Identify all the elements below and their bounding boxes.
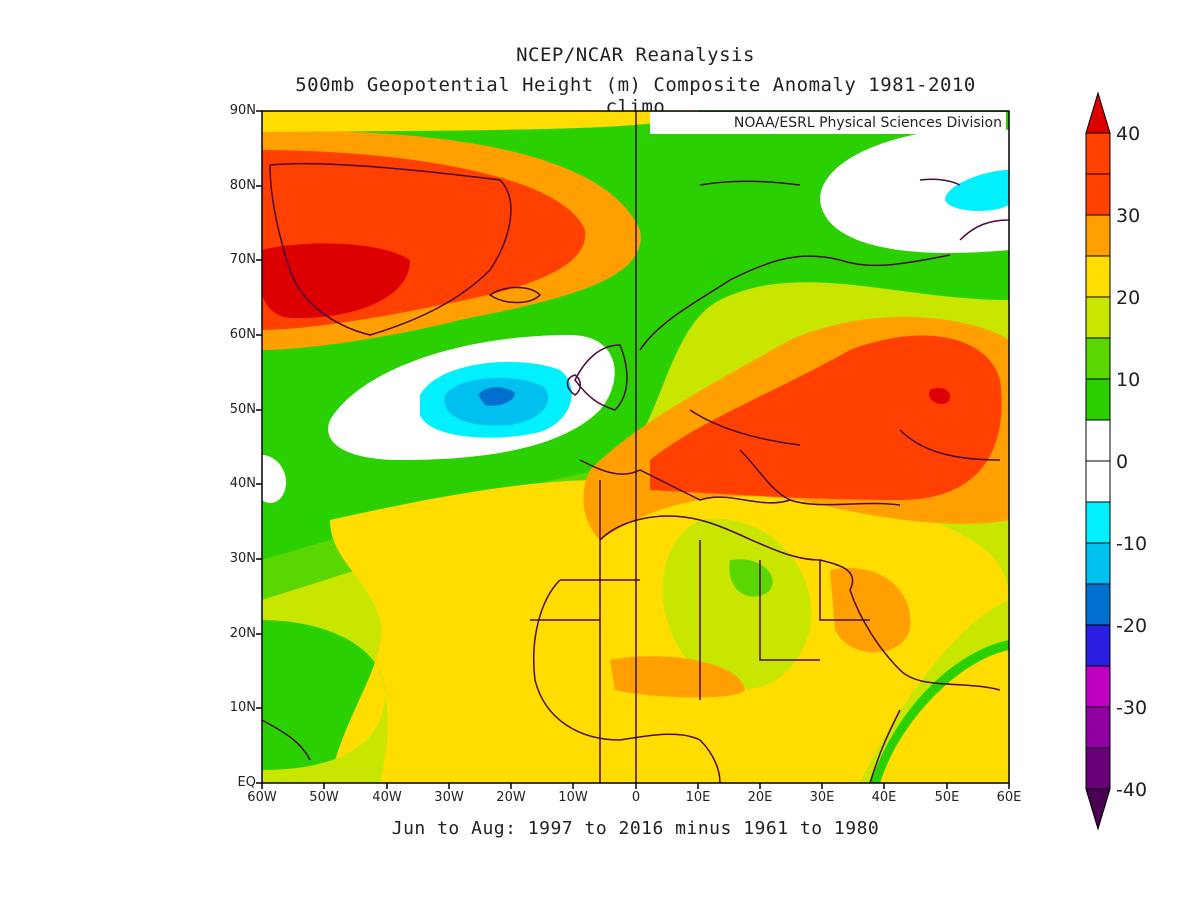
lat-ticks xyxy=(256,110,262,784)
lon-label: 60W xyxy=(247,790,277,805)
lon-ticks xyxy=(261,783,1010,789)
colorbar-label: 30 xyxy=(1116,205,1141,227)
colorbar-seg-10 xyxy=(1085,337,1111,380)
colorbar-seg-neg30 xyxy=(1085,706,1111,749)
field-red-europe xyxy=(650,335,1002,500)
colorbar-label: -40 xyxy=(1116,779,1148,801)
colorbar xyxy=(1085,91,1111,831)
colorbar-label: 40 xyxy=(1116,123,1141,145)
colorbar-seg-15 xyxy=(1085,296,1111,339)
colorbar-label: -20 xyxy=(1116,615,1148,637)
colorbar-seg-5 xyxy=(1085,378,1111,421)
field-min-atlantic xyxy=(478,387,515,406)
lon-label: 20E xyxy=(747,790,773,805)
lat-label: 40N xyxy=(229,476,256,491)
lon-label: 30E xyxy=(809,790,835,805)
colorbar-seg-20 xyxy=(1085,255,1111,298)
field-cyan-arctic xyxy=(945,170,1009,212)
lat-label: 30N xyxy=(229,551,256,566)
field-orange-sahel xyxy=(610,656,745,698)
chart-title: NCEP/NCAR Reanalysis xyxy=(516,44,755,66)
field-peak-russia xyxy=(929,387,951,405)
coastlines xyxy=(262,162,1009,783)
colorbar-seg-neg35 xyxy=(1085,747,1111,790)
lon-label: 30W xyxy=(434,790,464,805)
lon-label: 50E xyxy=(934,790,960,805)
lat-label: 50N xyxy=(229,402,256,417)
field-peak-greenland xyxy=(262,243,410,319)
field-yellow-africa xyxy=(330,474,1009,783)
lon-label: 40E xyxy=(871,790,897,805)
field-white-west xyxy=(262,455,286,503)
lat-label: 80N xyxy=(229,178,256,193)
lat-label: EQ xyxy=(237,775,256,790)
lat-label: 60N xyxy=(229,327,256,342)
lon-label: 10W xyxy=(558,790,588,805)
lat-label: 90N xyxy=(229,103,256,118)
colorbar-seg-neg5 xyxy=(1085,501,1111,544)
colorbar-seg-0b xyxy=(1085,460,1111,503)
lat-label: 10N xyxy=(229,700,256,715)
lon-label: 50W xyxy=(309,790,339,805)
lon-label: 40W xyxy=(372,790,402,805)
lon-label: 60E xyxy=(996,790,1022,805)
colorbar-seg-neg20 xyxy=(1085,624,1111,667)
colorbar-label: 0 xyxy=(1116,451,1129,473)
lat-label: 20N xyxy=(229,626,256,641)
lat-label: 70N xyxy=(229,252,256,267)
lon-label: 20W xyxy=(496,790,526,805)
colorbar-seg-30 xyxy=(1085,173,1111,216)
lon-label: 0 xyxy=(631,790,641,805)
field-white-arctic xyxy=(820,128,1009,253)
colorbar-bottom-arrow xyxy=(1085,788,1111,831)
colorbar-label: -10 xyxy=(1116,533,1148,555)
colorbar-seg-25 xyxy=(1085,214,1111,257)
field-yellow-top xyxy=(262,111,699,132)
colorbar-seg-35 xyxy=(1085,132,1111,175)
credit-label: NOAA/ESRL Physical Sciences Division xyxy=(650,112,1006,134)
time-period-label: Jun to Aug: 1997 to 2016 minus 1961 to 1… xyxy=(391,818,880,839)
colorbar-seg-neg15 xyxy=(1085,583,1111,626)
colorbar-seg-neg10 xyxy=(1085,542,1111,585)
colorbar-label: 10 xyxy=(1116,369,1141,391)
field-lightgreen-sw xyxy=(262,620,388,783)
lon-label: 10E xyxy=(685,790,711,805)
colorbar-label: 20 xyxy=(1116,287,1141,309)
field-green-sahara xyxy=(729,559,773,597)
colorbar-seg-0a xyxy=(1085,419,1111,462)
colorbar-seg-neg25 xyxy=(1085,665,1111,708)
colorbar-label: -30 xyxy=(1116,697,1148,719)
colorbar-top-arrow xyxy=(1085,91,1111,134)
